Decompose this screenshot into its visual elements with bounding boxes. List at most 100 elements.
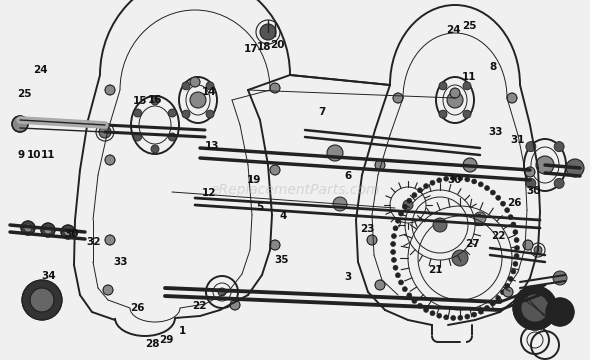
Circle shape xyxy=(500,201,506,206)
Circle shape xyxy=(496,296,501,301)
Text: 30: 30 xyxy=(447,175,461,185)
Text: 4: 4 xyxy=(280,211,287,221)
Circle shape xyxy=(471,179,477,184)
Text: 11: 11 xyxy=(462,72,476,82)
Circle shape xyxy=(190,77,200,87)
Circle shape xyxy=(447,92,463,108)
Text: 13: 13 xyxy=(205,141,219,151)
Circle shape xyxy=(490,301,496,306)
Text: 22: 22 xyxy=(192,301,206,311)
Text: 11: 11 xyxy=(41,150,55,160)
Circle shape xyxy=(523,240,533,250)
Text: 24: 24 xyxy=(33,65,47,75)
Circle shape xyxy=(327,145,343,161)
Circle shape xyxy=(418,188,422,193)
Circle shape xyxy=(553,271,567,285)
Text: 30: 30 xyxy=(527,186,541,196)
Circle shape xyxy=(418,303,422,308)
Text: 10: 10 xyxy=(27,150,41,160)
Circle shape xyxy=(412,298,417,303)
Circle shape xyxy=(22,280,62,320)
Circle shape xyxy=(433,218,447,232)
Circle shape xyxy=(474,212,486,224)
Circle shape xyxy=(206,110,214,118)
Circle shape xyxy=(463,110,471,118)
Circle shape xyxy=(514,253,519,258)
Circle shape xyxy=(105,85,115,95)
Circle shape xyxy=(105,155,115,165)
Circle shape xyxy=(452,250,468,266)
Circle shape xyxy=(412,193,417,198)
Circle shape xyxy=(367,235,377,245)
Circle shape xyxy=(375,160,385,170)
Circle shape xyxy=(402,204,407,210)
Circle shape xyxy=(526,179,536,188)
Circle shape xyxy=(61,225,75,239)
Text: 21: 21 xyxy=(428,265,442,275)
Circle shape xyxy=(30,288,54,312)
Text: eReplacementParts.com: eReplacementParts.com xyxy=(210,183,380,197)
Text: 23: 23 xyxy=(360,224,374,234)
Text: 20: 20 xyxy=(270,40,284,50)
Circle shape xyxy=(99,126,111,138)
Circle shape xyxy=(484,305,490,310)
Circle shape xyxy=(151,97,159,105)
Text: 18: 18 xyxy=(257,42,271,52)
Circle shape xyxy=(471,312,477,317)
Text: 29: 29 xyxy=(159,335,173,345)
Circle shape xyxy=(168,133,176,141)
Circle shape xyxy=(503,287,513,297)
Text: 5: 5 xyxy=(256,202,263,212)
Circle shape xyxy=(151,145,159,153)
Circle shape xyxy=(463,158,477,172)
Circle shape xyxy=(504,283,510,288)
Text: 14: 14 xyxy=(202,87,217,97)
Circle shape xyxy=(168,109,176,117)
Circle shape xyxy=(391,234,396,239)
Text: 12: 12 xyxy=(202,188,217,198)
Text: 22: 22 xyxy=(491,231,506,241)
Circle shape xyxy=(333,197,347,211)
Text: 8: 8 xyxy=(489,62,496,72)
Text: 19: 19 xyxy=(247,175,261,185)
Text: 3: 3 xyxy=(345,272,352,282)
Circle shape xyxy=(403,200,413,210)
Circle shape xyxy=(270,165,280,175)
Circle shape xyxy=(12,116,28,132)
Circle shape xyxy=(398,211,404,216)
Circle shape xyxy=(511,222,516,227)
Circle shape xyxy=(64,228,72,236)
Circle shape xyxy=(391,242,396,247)
Text: 6: 6 xyxy=(345,171,352,181)
Circle shape xyxy=(134,109,142,117)
Circle shape xyxy=(437,313,442,318)
Circle shape xyxy=(424,307,428,312)
Circle shape xyxy=(478,182,483,187)
Circle shape xyxy=(134,133,142,141)
Circle shape xyxy=(407,198,412,203)
Circle shape xyxy=(393,93,403,103)
Circle shape xyxy=(513,230,518,235)
Circle shape xyxy=(391,257,396,262)
Circle shape xyxy=(218,288,226,296)
Text: 33: 33 xyxy=(489,127,503,138)
Text: 30: 30 xyxy=(65,229,79,239)
Circle shape xyxy=(514,238,519,243)
Circle shape xyxy=(511,269,516,274)
Circle shape xyxy=(526,141,536,152)
Circle shape xyxy=(270,83,280,93)
Text: 26: 26 xyxy=(507,198,522,208)
Circle shape xyxy=(395,273,401,278)
Text: 35: 35 xyxy=(275,255,289,265)
Circle shape xyxy=(182,110,190,118)
Text: 33: 33 xyxy=(114,257,128,267)
Circle shape xyxy=(439,82,447,90)
Circle shape xyxy=(508,215,513,220)
Circle shape xyxy=(521,294,549,322)
Circle shape xyxy=(508,276,513,282)
Circle shape xyxy=(430,311,435,316)
Circle shape xyxy=(41,223,55,237)
Circle shape xyxy=(103,285,113,295)
Circle shape xyxy=(490,190,496,195)
Circle shape xyxy=(451,176,455,180)
